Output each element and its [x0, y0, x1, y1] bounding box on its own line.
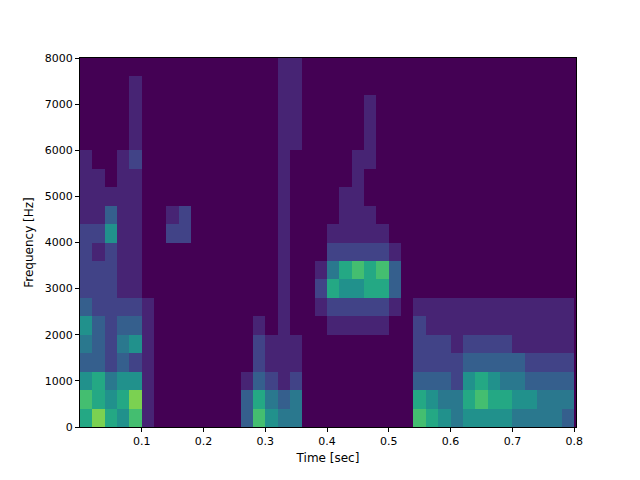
svg-text:Time [sec]: Time [sec]: [296, 451, 360, 465]
svg-text:0.6: 0.6: [442, 435, 460, 448]
svg-text:8000: 8000: [45, 52, 73, 65]
svg-text:7000: 7000: [45, 98, 73, 111]
svg-text:0.7: 0.7: [504, 435, 522, 448]
svg-text:0.3: 0.3: [257, 435, 275, 448]
svg-text:3000: 3000: [45, 282, 73, 295]
svg-text:6000: 6000: [45, 144, 73, 157]
svg-text:2000: 2000: [45, 329, 73, 342]
svg-text:1000: 1000: [45, 375, 73, 388]
svg-text:Frequency [Hz]: Frequency [Hz]: [22, 197, 36, 288]
svg-text:0: 0: [66, 421, 73, 434]
svg-text:0.4: 0.4: [318, 435, 336, 448]
svg-text:0.8: 0.8: [565, 435, 583, 448]
svg-text:0.5: 0.5: [380, 435, 398, 448]
svg-text:0.1: 0.1: [133, 435, 151, 448]
svg-text:4000: 4000: [45, 236, 73, 249]
svg-text:0.2: 0.2: [195, 435, 213, 448]
svg-text:5000: 5000: [45, 190, 73, 203]
